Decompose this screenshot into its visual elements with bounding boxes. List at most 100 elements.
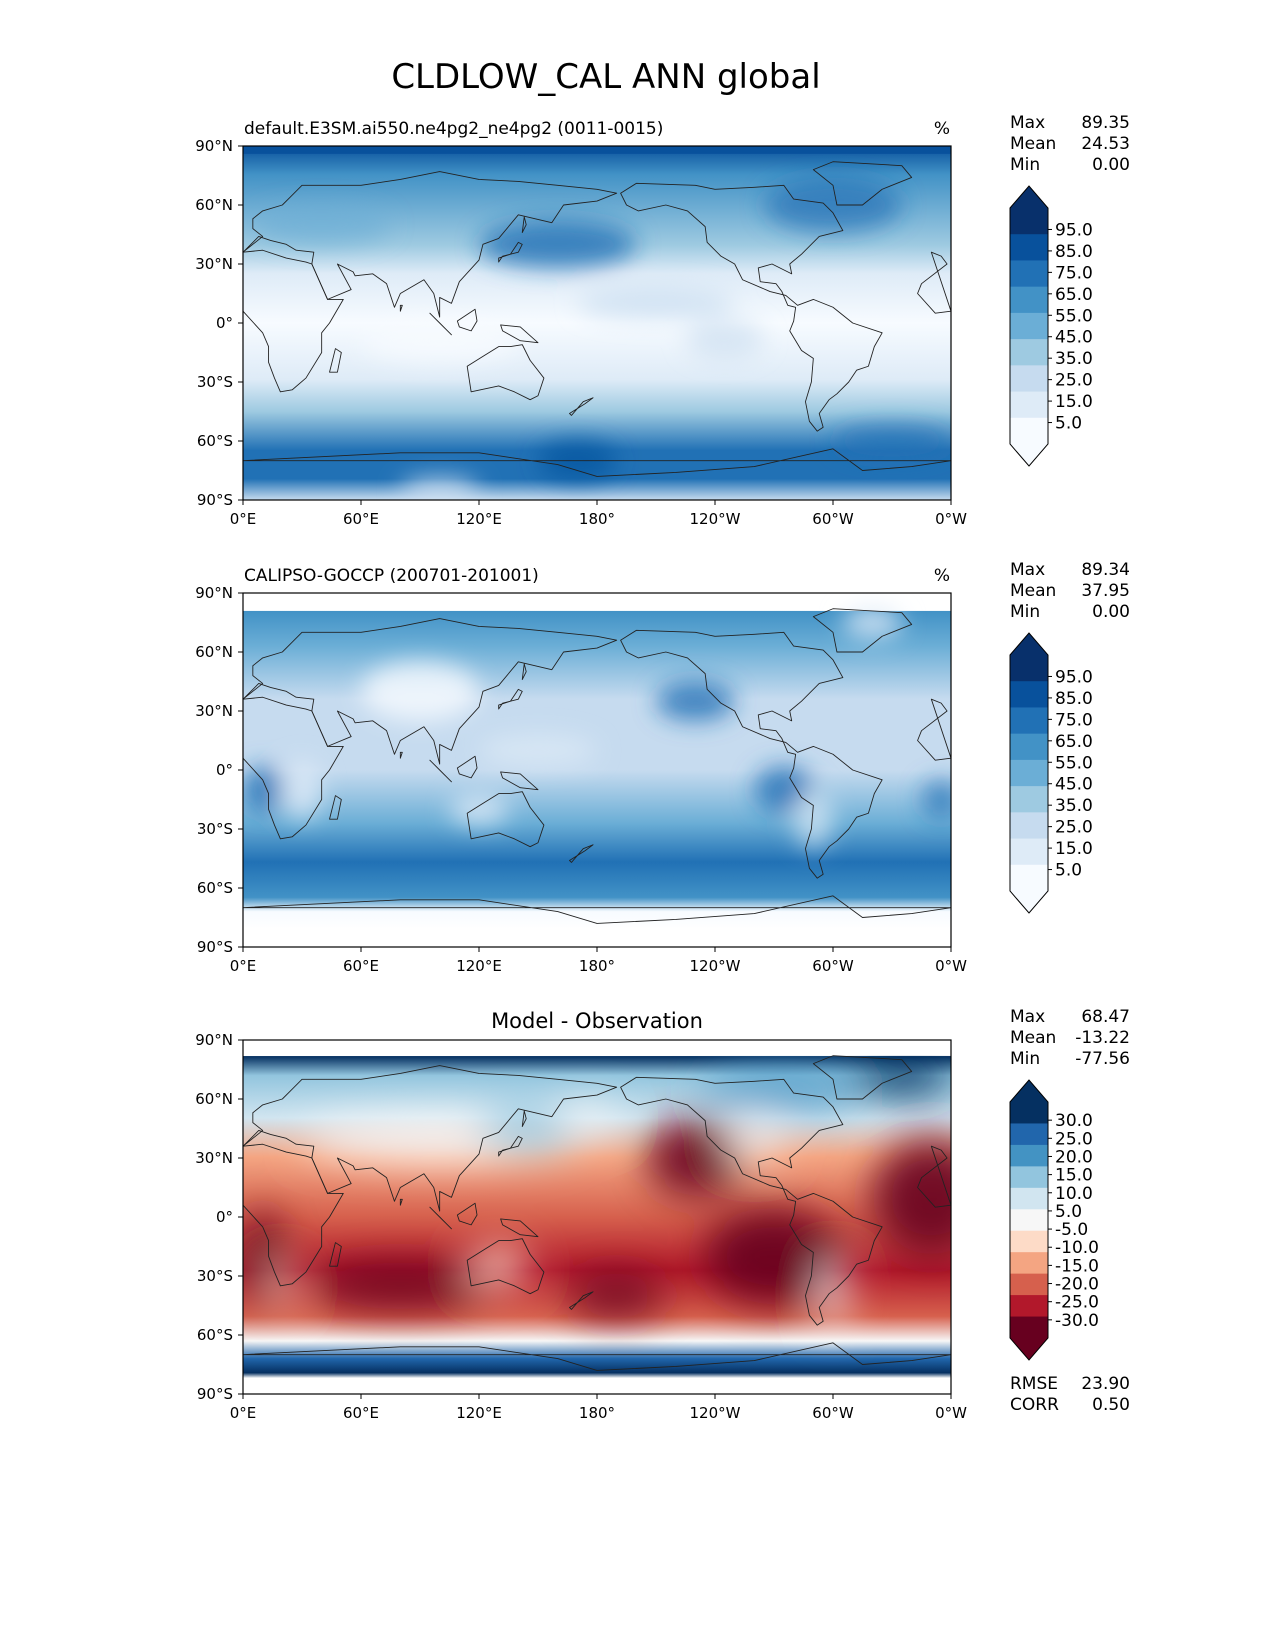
colorbar-tick-label: 25.0 [1055, 371, 1093, 391]
zonal-shading [243, 593, 951, 947]
colorbar-segment [1010, 1166, 1048, 1189]
stat-min-label: Min [1010, 1049, 1040, 1069]
colorbar-extend-bottom [1010, 891, 1048, 913]
panel-obs-title: CALIPSO-GOCCP (200701-201001) [244, 566, 539, 586]
colorbar-segment [1010, 707, 1048, 735]
coastline-5 [812, 1055, 913, 1100]
coastline-9 [456, 1202, 478, 1226]
polar-band-north [243, 146, 951, 154]
panel-diff-stats: Max 68.47 Mean -13.22 Min -77.56 [1010, 1007, 1130, 1069]
colorbar-segment [1010, 1144, 1048, 1167]
lat-tick-label: 30°N [195, 255, 233, 273]
stat-mean-label: Mean [1010, 1028, 1056, 1048]
colorbar-segment [1010, 838, 1048, 866]
coastline-10 [500, 771, 539, 791]
lat-tick-label: 90°S [197, 491, 233, 509]
lat-tick-label: 60°S [197, 432, 233, 450]
panel-model-map [243, 146, 951, 500]
lat-tick-label: 0° [216, 761, 233, 779]
colorbar-extend-bottom [1010, 1338, 1048, 1360]
coastline-5 [812, 608, 913, 653]
coastline-11 [329, 795, 342, 820]
panel-obs-stats: Max 89.34 Mean 37.95 Min 0.00 [1010, 560, 1130, 622]
coastline-6 [243, 448, 951, 477]
colorbar-outline [1009, 185, 1049, 467]
colorbar-segment [1010, 655, 1048, 682]
coastline-4 [620, 629, 883, 879]
coastline-12 [569, 1291, 594, 1310]
colorbar-tick-label: -5.0 [1055, 1220, 1088, 1240]
colorbar-segment [1010, 681, 1048, 708]
colorbar-tick-label: 35.0 [1055, 796, 1093, 816]
lon-tick-label: 60°W [812, 1404, 854, 1422]
figure-title: CLDLOW_CAL ANN global [391, 57, 820, 97]
stat-max-value: 89.35 [1081, 113, 1130, 133]
lon-tick-label: 180° [579, 510, 615, 528]
colorbar-segment [1010, 286, 1048, 314]
colorbar-tick-label: 65.0 [1055, 285, 1093, 305]
coastline-3 [466, 344, 545, 401]
lon-tick-label: 60°E [343, 510, 379, 528]
colorbar-segment [1010, 733, 1048, 761]
coastline-4 [620, 182, 883, 432]
stat-min-label: Min [1010, 155, 1040, 175]
colorbar-tick-label: 30.0 [1055, 1111, 1093, 1131]
coastline-14 [521, 216, 527, 233]
panel-diff: Model - Observation [195, 1007, 1130, 1422]
colorbar-segment [1010, 260, 1048, 288]
nodata-south [243, 927, 951, 947]
colorbar-segment [1010, 391, 1048, 419]
lat-tick-label: 90°S [197, 938, 233, 956]
colorbar-tick-label: 45.0 [1055, 775, 1093, 795]
colorbar-tick-label: 15.0 [1055, 839, 1093, 859]
colorbar-segment [1010, 1209, 1048, 1232]
coastline-8 [429, 1206, 452, 1230]
coastline-3 [466, 791, 545, 848]
lat-tick-label: 60°N [195, 196, 233, 214]
lat-tick-label: 90°N [195, 137, 233, 155]
colorbar-tick-label: 25.0 [1055, 1129, 1093, 1149]
stat-max-label: Max [1010, 1007, 1045, 1027]
colorbar-extend-top [1010, 633, 1048, 655]
rmse-value: 23.90 [1081, 1374, 1130, 1394]
stat-mean-label: Mean [1010, 134, 1056, 154]
colorbar-segment [1010, 812, 1048, 840]
lat-tick-label: 90°S [197, 1385, 233, 1403]
lon-tick-label: 0°E [230, 510, 257, 528]
lat-tick-label: 60°N [195, 643, 233, 661]
panel-model: default.E3SM.ai550.ne4pg2_ne4pg2 (0011-0… [195, 113, 1130, 528]
lat-tick-label: 90°N [195, 1031, 233, 1049]
panel-diff-title: Model - Observation [491, 1009, 703, 1033]
panel-obs-colorbar: 95.085.075.065.055.045.035.025.015.05.0 [1009, 632, 1093, 914]
colorbar-segment [1010, 365, 1048, 393]
colorbar-segment [1010, 864, 1048, 892]
coastline-6 [243, 1342, 951, 1371]
coastlines [243, 1055, 951, 1371]
colorbar-segment [1010, 208, 1048, 235]
stat-min-value: 0.00 [1092, 602, 1130, 622]
colorbar-segment [1010, 312, 1048, 340]
stat-max-value: 89.34 [1081, 560, 1130, 580]
lat-tick-label: 30°N [195, 1149, 233, 1167]
colorbar-tick-label: 5.0 [1055, 414, 1082, 434]
panel-diff-extra-stats: RMSE 23.90 CORR 0.50 [1010, 1374, 1130, 1415]
colorbar-tick-label: 55.0 [1055, 306, 1093, 326]
colorbar-tick-label: -15.0 [1055, 1256, 1099, 1276]
colorbar-segment [1010, 759, 1048, 787]
coastline-7 [498, 1135, 523, 1157]
colorbar-extend-top [1010, 186, 1048, 208]
colorbar-segment [1010, 1230, 1048, 1253]
coastline-15 [399, 304, 403, 312]
colorbar-segment [1010, 417, 1048, 445]
panel-diff-map [243, 1040, 951, 1394]
shading-features [243, 1055, 951, 1332]
lat-tick-label: 60°N [195, 1090, 233, 1108]
colorbar-tick-label: 95.0 [1055, 220, 1093, 240]
lat-tick-label: 0° [216, 1208, 233, 1226]
colorbar-tick-label: 20.0 [1055, 1147, 1093, 1167]
lon-tick-label: 120°E [456, 510, 502, 528]
lat-tick-label: 0° [216, 314, 233, 332]
coastline-11 [329, 348, 342, 373]
coastline-8 [429, 312, 452, 336]
